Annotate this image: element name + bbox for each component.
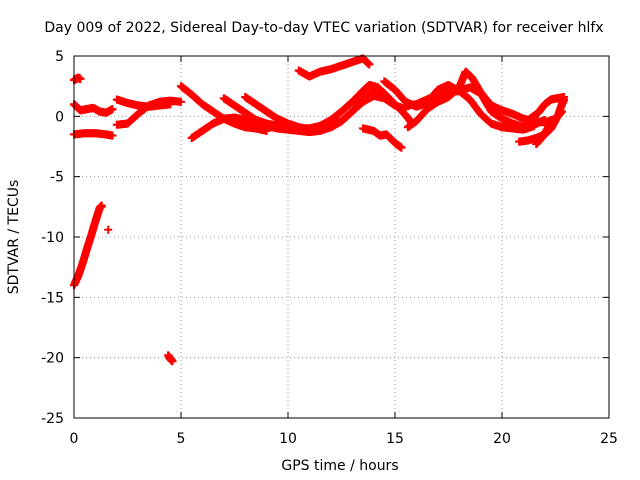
data-point — [76, 74, 85, 83]
data-point — [560, 93, 569, 102]
series-arc-19 — [525, 93, 569, 123]
data-point — [108, 105, 117, 114]
y-tick-label: -15 — [41, 290, 64, 306]
x-tick-labels: 0 5 10 15 20 25 — [70, 431, 618, 447]
data-point — [108, 131, 117, 140]
series-arc-08 — [112, 95, 175, 111]
series-arc-05 — [70, 100, 117, 117]
y-tick-label: -20 — [41, 351, 64, 367]
data-point — [397, 143, 406, 152]
series-arc-13 — [294, 54, 374, 81]
y-tick-label: 0 — [55, 109, 64, 125]
series-arc-14 — [358, 124, 406, 152]
axis-ticks — [73, 55, 610, 419]
series-arc-03 — [164, 351, 177, 366]
data-points — [70, 54, 569, 366]
y-tick-label: -25 — [41, 411, 64, 427]
y-tick-label: -5 — [50, 170, 64, 186]
x-tick-label: 15 — [386, 431, 404, 447]
series-arc-06 — [70, 129, 117, 140]
data-point — [365, 60, 374, 69]
data-point — [177, 97, 185, 106]
x-tick-label: 10 — [279, 431, 297, 447]
data-point — [557, 107, 566, 116]
x-tick-label: 5 — [177, 431, 186, 447]
series-arc-01 — [70, 201, 106, 290]
series-arc-12 — [241, 86, 417, 134]
x-axis-label: GPS time / hours — [281, 458, 398, 474]
data-point — [97, 201, 106, 210]
data-point — [166, 100, 175, 109]
x-tick-label: 20 — [493, 431, 511, 447]
series-arc-04 — [70, 73, 85, 85]
x-tick-label: 25 — [600, 431, 618, 447]
data-point — [168, 357, 177, 366]
y-tick-label: -10 — [41, 230, 64, 246]
chart-title: Day 009 of 2022, Sidereal Day-to-day VTE… — [44, 20, 603, 36]
series-arc-17 — [403, 67, 560, 132]
x-tick-label: 0 — [70, 431, 79, 447]
y-tick-label: 5 — [55, 49, 64, 65]
series-arc-20 — [532, 107, 566, 149]
data-point — [104, 225, 113, 234]
series-arc-02 — [104, 225, 113, 234]
y-axis-label: SDTVAR / TECUs — [6, 180, 22, 295]
y-tick-labels: -25 -20 -15 -10 -5 0 5 — [41, 49, 64, 427]
